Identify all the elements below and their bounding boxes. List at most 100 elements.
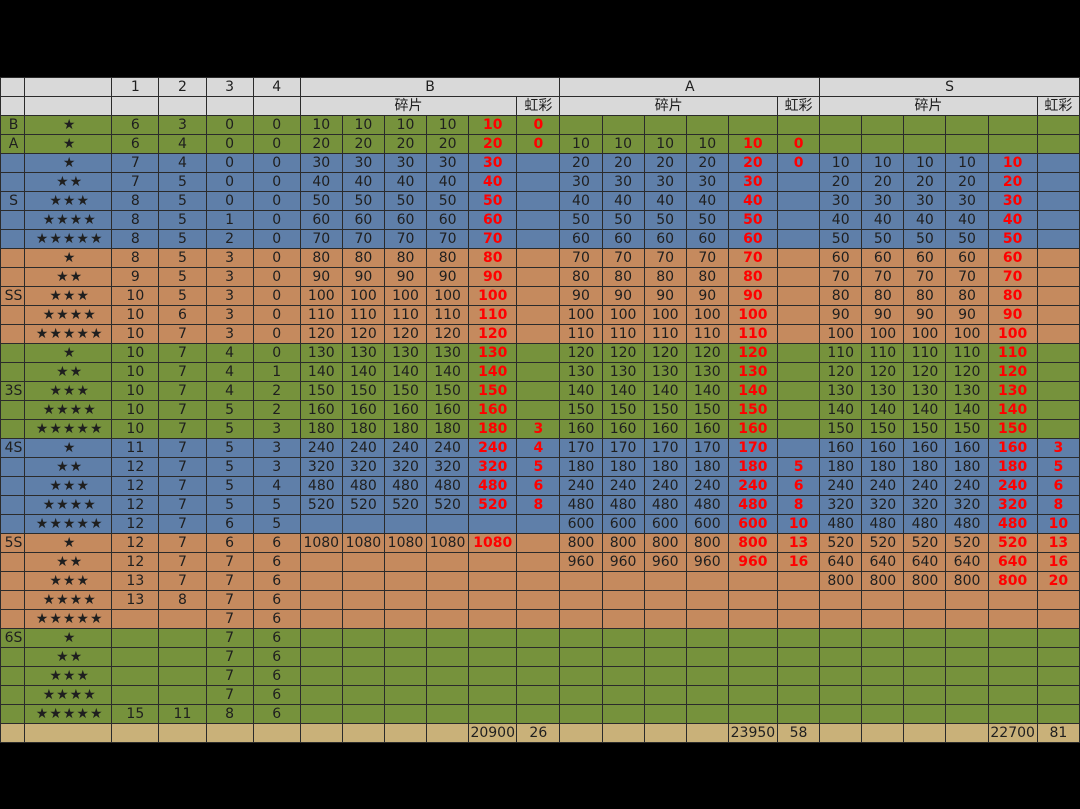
b-cell[interactable] — [516, 191, 561, 211]
a-cell[interactable]: 50 — [727, 210, 778, 230]
b-cell[interactable]: 50 — [299, 191, 343, 211]
a-cell[interactable]: 90 — [685, 286, 729, 306]
s-cell[interactable]: 480 — [861, 514, 905, 534]
b-cell[interactable]: 6 — [516, 476, 561, 496]
a-cell[interactable] — [559, 609, 603, 629]
count-cell[interactable]: 5 — [158, 229, 207, 249]
s-cell[interactable]: 70 — [903, 267, 947, 287]
a-cell[interactable]: 130 — [727, 362, 778, 382]
b-cell[interactable]: 20 — [341, 134, 385, 154]
s-cell[interactable] — [945, 628, 989, 648]
a-cell[interactable] — [559, 666, 603, 686]
b-cell[interactable] — [516, 248, 561, 268]
count-cell[interactable]: 11 — [111, 438, 160, 458]
count-cell[interactable]: 7 — [158, 476, 207, 496]
s-cell[interactable] — [903, 609, 947, 629]
a-cell[interactable]: 240 — [643, 476, 687, 496]
b-rainbow-total[interactable]: 26 — [516, 723, 561, 743]
s-cell[interactable]: 480 — [945, 514, 989, 534]
a-cell[interactable]: 480 — [685, 495, 729, 515]
b-cell[interactable]: 130 — [426, 343, 470, 363]
count-cell[interactable]: 8 — [111, 191, 160, 211]
count-cell[interactable]: 6 — [252, 704, 301, 724]
tier-cell[interactable] — [0, 343, 26, 363]
b-cell[interactable]: 70 — [341, 229, 385, 249]
s-cell[interactable] — [819, 590, 863, 610]
s-cell[interactable]: 80 — [945, 286, 989, 306]
a-cell[interactable] — [776, 438, 821, 458]
a-cell[interactable]: 50 — [643, 210, 687, 230]
a-cell[interactable]: 60 — [559, 229, 603, 249]
total-cell[interactable] — [24, 723, 113, 743]
count-cell[interactable]: 6 — [252, 685, 301, 705]
s-cell[interactable]: 100 — [861, 324, 905, 344]
a-cell[interactable]: 110 — [559, 324, 603, 344]
b-cell[interactable] — [516, 533, 561, 553]
s-cell[interactable]: 30 — [819, 191, 863, 211]
a-cell[interactable] — [559, 571, 603, 591]
a-cell[interactable] — [776, 115, 821, 135]
b-cell[interactable]: 8 — [516, 495, 561, 515]
total-cell[interactable] — [341, 723, 385, 743]
b-cell[interactable]: 160 — [468, 400, 518, 420]
b-cell[interactable] — [516, 400, 561, 420]
s-cell[interactable]: 100 — [819, 324, 863, 344]
a-cell[interactable]: 600 — [727, 514, 778, 534]
count-cell[interactable]: 7 — [205, 552, 254, 572]
a-cell[interactable] — [776, 343, 821, 363]
a-cell[interactable]: 70 — [727, 248, 778, 268]
b-cell[interactable] — [383, 704, 428, 724]
b-cell[interactable] — [426, 647, 470, 667]
a-cell[interactable]: 10 — [776, 514, 821, 534]
s-cell[interactable]: 70 — [945, 267, 989, 287]
s-cell[interactable]: 150 — [945, 419, 989, 439]
count-cell[interactable]: 8 — [111, 248, 160, 268]
tier-cell[interactable] — [0, 552, 26, 572]
s-cell[interactable]: 240 — [903, 476, 947, 496]
a-cell[interactable]: 110 — [643, 324, 687, 344]
stars-cell[interactable]: ★★★★★ — [24, 609, 113, 629]
a-cell[interactable]: 180 — [727, 457, 778, 477]
count-cell[interactable]: 3 — [252, 438, 301, 458]
count-cell[interactable]: 8 — [111, 229, 160, 249]
a-cell[interactable] — [601, 685, 645, 705]
a-cell[interactable] — [776, 248, 821, 268]
b-cell[interactable]: 80 — [299, 248, 343, 268]
s-cell[interactable]: 60 — [819, 248, 863, 268]
count-cell[interactable]: 4 — [158, 153, 207, 173]
s-cell[interactable] — [1036, 685, 1080, 705]
count-cell[interactable]: 11 — [158, 704, 207, 724]
b-cell[interactable] — [516, 229, 561, 249]
a-cell[interactable]: 170 — [559, 438, 603, 458]
a-cell[interactable]: 40 — [601, 191, 645, 211]
a-cell[interactable] — [643, 628, 687, 648]
count-cell[interactable]: 7 — [158, 495, 207, 515]
a-cell[interactable]: 60 — [685, 229, 729, 249]
b-cell[interactable] — [516, 590, 561, 610]
b-cell[interactable]: 150 — [468, 381, 518, 401]
s-cell[interactable]: 20 — [1036, 571, 1080, 591]
b-cell[interactable]: 140 — [341, 362, 385, 382]
s-cell[interactable]: 100 — [945, 324, 989, 344]
a-cell[interactable] — [776, 419, 821, 439]
a-cell[interactable]: 10 — [643, 134, 687, 154]
b-cell[interactable]: 40 — [299, 172, 343, 192]
s-cell[interactable]: 80 — [903, 286, 947, 306]
tier-cell[interactable] — [0, 590, 26, 610]
count-cell[interactable] — [158, 609, 207, 629]
s-cell[interactable]: 90 — [945, 305, 989, 325]
s-cell[interactable] — [987, 704, 1038, 724]
count-cell[interactable]: 10 — [111, 419, 160, 439]
count-cell[interactable]: 4 — [205, 381, 254, 401]
s-cell[interactable]: 10 — [861, 153, 905, 173]
shards-header[interactable]: 碎片 — [299, 96, 518, 116]
s-cell[interactable]: 60 — [903, 248, 947, 268]
total-cell[interactable] — [111, 723, 160, 743]
b-cell[interactable]: 150 — [341, 381, 385, 401]
a-cell[interactable] — [776, 324, 821, 344]
b-cell[interactable] — [426, 666, 470, 686]
count-cell[interactable] — [158, 685, 207, 705]
b-cell[interactable]: 1080 — [299, 533, 343, 553]
b-cell[interactable]: 90 — [468, 267, 518, 287]
a-cell[interactable] — [601, 704, 645, 724]
